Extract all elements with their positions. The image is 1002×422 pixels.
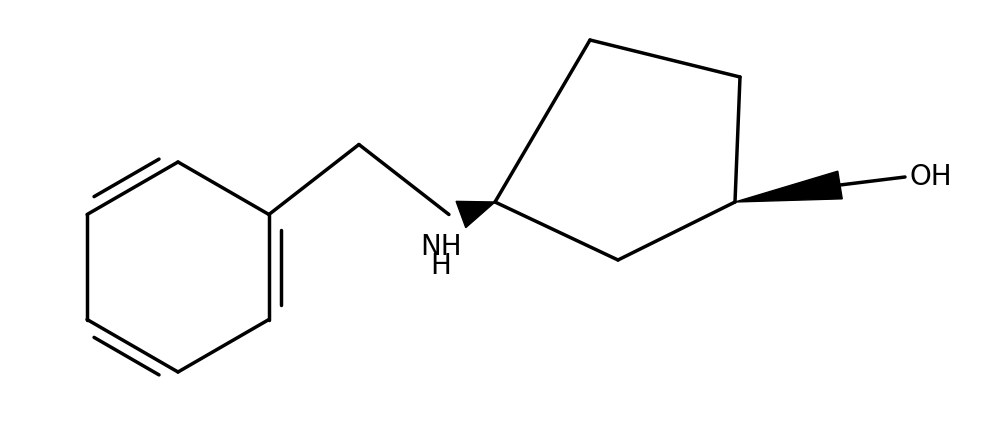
- Polygon shape: [456, 201, 495, 227]
- Text: NH: NH: [420, 233, 462, 260]
- Text: OH: OH: [910, 163, 953, 191]
- Polygon shape: [735, 171, 843, 202]
- Text: H: H: [431, 252, 451, 281]
